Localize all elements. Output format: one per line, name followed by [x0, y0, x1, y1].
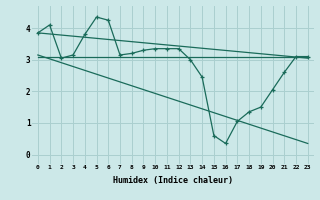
X-axis label: Humidex (Indice chaleur): Humidex (Indice chaleur)	[113, 176, 233, 185]
